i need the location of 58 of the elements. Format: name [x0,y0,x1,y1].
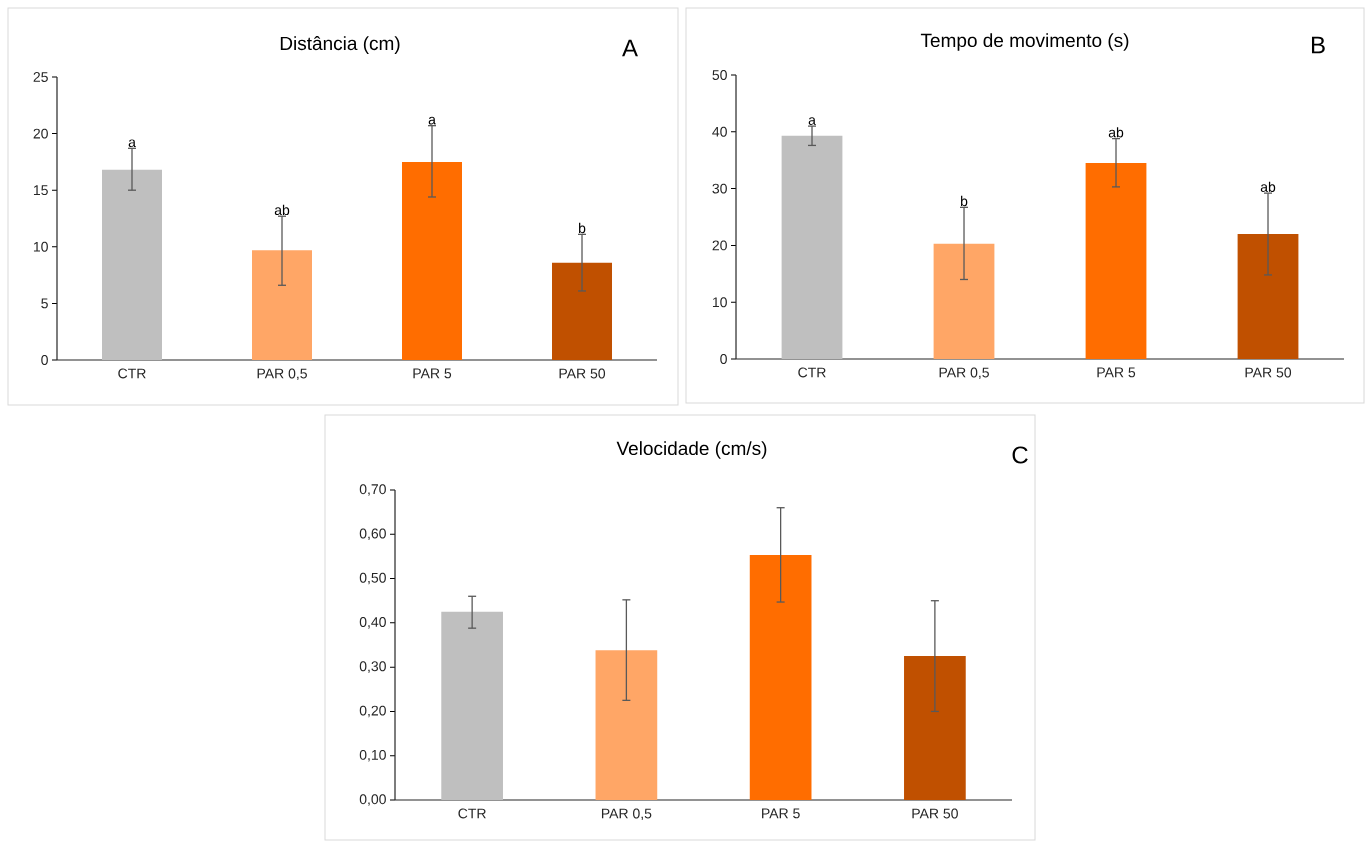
y-tick-label: 0,30 [359,661,386,673]
bar [441,611,503,800]
y-tick-label: 25 [33,72,48,82]
y-tick-label: 40 [712,126,727,137]
y-tick-label: 0,40 [359,617,386,629]
bar [1237,234,1299,359]
x-tick-label: PAR 50 [559,368,606,379]
x-tick-label: PAR 5 [762,808,800,819]
y-tick-label: 0,20 [359,705,386,718]
y-tick-label: 0,50 [359,572,386,585]
x-tick-label: CTR [798,367,826,378]
annotation: a [128,139,136,148]
bar [904,656,966,800]
bar [595,650,658,800]
bar [1085,163,1147,359]
bar [781,135,843,359]
text: A [622,39,638,57]
chart-title: Distância (cm) [280,36,400,54]
x-tick-label: PAR 50 [912,808,958,819]
y-tick-label: 0 [720,354,727,364]
y-tick-label: 0,00 [359,794,386,806]
annotation: a [428,116,436,125]
y-tick-label: 20 [33,128,48,139]
x-tick-label: PAR 5 [413,368,452,379]
chart-title: Tempo de movimento (s) [920,33,1129,51]
bar [749,555,812,800]
annotation: b [961,195,968,207]
bar [402,161,462,360]
chart-title: Velocidade (cm/s) [616,441,767,459]
annotation: ab [1260,181,1276,192]
y-tick-label: 5 [41,298,48,309]
x-tick-label: CTR [458,808,486,819]
x-tick-label: CTR [118,368,146,379]
annotation: a [808,117,816,125]
text: B [1311,36,1325,54]
y-tick-label: 10 [33,241,48,252]
y-tick-label: 0,60 [359,528,386,541]
x-tick-label: PAR 0,5 [601,808,652,821]
text: C [1012,446,1028,464]
bar [933,243,995,359]
bar [252,250,312,360]
y-tick-label: 10 [712,297,727,308]
y-tick-label: 15 [33,185,48,196]
y-tick-label: 30 [712,183,727,194]
y-tick-label: 0 [41,355,48,365]
annotation: ab [1108,127,1124,138]
y-tick-label: 20 [712,240,727,251]
x-tick-label: PAR 50 [1245,367,1292,378]
x-tick-label: PAR 0,5 [939,367,989,380]
bar [552,262,613,360]
annotation: b [579,222,586,234]
y-tick-label: 0,10 [359,749,386,762]
x-tick-label: PAR 5 [1097,367,1136,378]
y-tick-label: 50 [712,70,727,80]
y-tick-label: 0,70 [359,484,386,496]
annotation: ab [274,204,290,216]
bar [102,169,162,360]
x-tick-label: PAR 0,5 [257,368,307,381]
